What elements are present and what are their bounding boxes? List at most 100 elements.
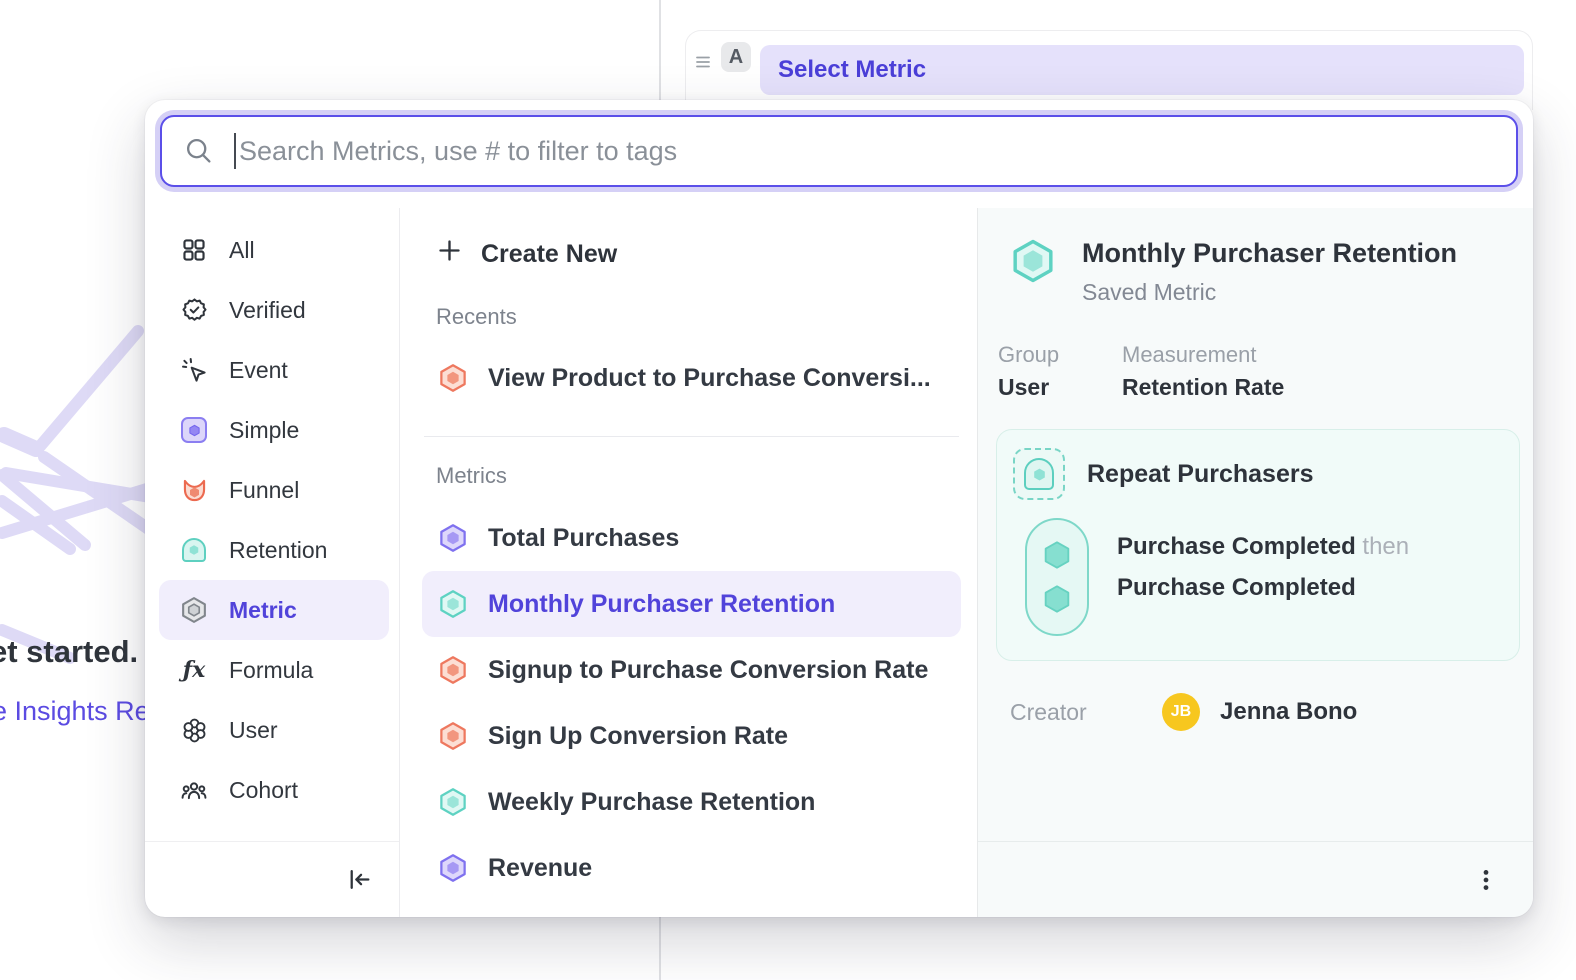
sidebar-item-cohort[interactable]: Cohort — [159, 760, 389, 820]
metric-hexagon-icon — [438, 853, 468, 883]
user-cluster-icon — [179, 717, 209, 744]
search-icon — [184, 136, 214, 166]
sidebar-item-retention[interactable]: Retention — [159, 520, 389, 580]
search-input[interactable]: Search Metrics, use # to filter to tags — [160, 115, 1518, 187]
behavior-name: Repeat Purchasers — [1087, 459, 1314, 488]
metrics-header: Metrics — [436, 463, 507, 488]
letter-badge: A — [721, 42, 751, 72]
behavior-step-1: Purchase Completed then — [1117, 533, 1410, 560]
metric-hexagon-icon — [438, 363, 468, 393]
sidebar-item-event[interactable]: Event — [159, 340, 389, 400]
more-options-button[interactable] — [1473, 867, 1499, 893]
step-hexagon-icon — [1044, 585, 1070, 613]
create-new-label: Create New — [481, 239, 618, 268]
sidebar-item-simple[interactable]: Simple — [159, 400, 389, 460]
behavior-steps: Purchase Completed then Purchase Complet… — [1013, 518, 1501, 636]
verified-badge-icon — [179, 297, 209, 324]
filter-sidebar: All Verified — [145, 208, 400, 917]
creator-label: Creator — [1010, 698, 1087, 725]
creator-name: Jenna Bono — [1220, 698, 1358, 725]
sidebar-item-label: Retention — [229, 536, 328, 563]
cursor-click-icon — [179, 357, 209, 384]
sidebar-item-label: Event — [229, 356, 288, 383]
creator-avatar: JB — [1162, 693, 1200, 731]
metric-row-total-purchases[interactable]: Total Purchases — [422, 505, 961, 571]
metric-row-label: Weekly Purchase Retention — [488, 787, 816, 816]
metric-picker-modal: Search Metrics, use # to filter to tags — [145, 100, 1533, 917]
metric-hexagon-icon — [438, 721, 468, 751]
text-cursor — [234, 133, 236, 169]
behavior-icon — [1013, 448, 1065, 500]
select-metric-label: Select Metric — [778, 56, 927, 83]
formula-fx-icon: ƒx — [182, 657, 206, 683]
behavior-steps-pill — [1025, 518, 1089, 636]
metric-row-weekly-purchase-retention[interactable]: Weekly Purchase Retention — [422, 769, 961, 835]
saved-metric-hexagon-icon — [1010, 238, 1056, 284]
metric-row-label: Sign Up Conversion Rate — [488, 721, 789, 750]
sidebar-item-label: Verified — [229, 296, 306, 323]
metric-hexagon-icon — [179, 596, 209, 624]
sidebar-item-label: Metric — [229, 596, 297, 623]
sidebar-item-label: Funnel — [229, 476, 300, 503]
metric-row-monthly-purchaser-retention[interactable]: Monthly Purchaser Retention — [422, 571, 961, 637]
metric-hexagon-icon — [438, 655, 468, 685]
filter-list: All Verified — [145, 208, 399, 820]
detail-footer — [978, 841, 1533, 917]
creator-row: Creator JB Jenna Bono — [996, 693, 1517, 731]
measurement-value: Retention Rate — [1122, 374, 1285, 400]
create-new-button[interactable]: Create New — [422, 234, 961, 274]
detail-subtitle: Saved Metric — [1082, 279, 1217, 305]
background-link-fragment[interactable]: e Insights Re — [0, 696, 150, 726]
select-metric-bar: A Select Metric — [685, 30, 1533, 110]
sidebar-item-formula[interactable]: ƒx Formula — [159, 640, 389, 700]
step-hexagon-icon — [1044, 541, 1070, 569]
recents-header: Recents — [436, 304, 517, 329]
metric-row-label: Revenue — [488, 853, 593, 882]
metric-row-label: Total Purchases — [488, 523, 680, 552]
select-metric-field[interactable]: Select Metric — [760, 45, 1524, 95]
search-placeholder: Search Metrics, use # to filter to tags — [239, 135, 678, 166]
metric-row-sign-up-conversion[interactable]: Sign Up Conversion Rate — [422, 703, 961, 769]
metrics-list: Total Purchases Monthly Purchaser Retent… — [422, 505, 961, 901]
modal-body: All Verified — [145, 208, 1533, 917]
detail-meta: Group Measurement User Retention Rate — [998, 342, 1517, 401]
collapse-sidebar-button[interactable] — [346, 866, 373, 893]
sidebar-item-label: Simple — [229, 416, 300, 443]
sidebar-item-funnel[interactable]: Funnel — [159, 460, 389, 520]
sidebar-item-all[interactable]: All — [159, 220, 389, 280]
retention-arch-icon — [179, 538, 209, 562]
recent-metric-row[interactable]: View Product to Purchase Conversi... — [422, 348, 961, 408]
behavior-card-header: Repeat Purchasers — [1013, 448, 1501, 500]
drag-handle-icon[interactable] — [694, 53, 712, 76]
metric-row-label: View Product to Purchase Conversi... — [488, 363, 931, 392]
group-label: Group — [998, 342, 1060, 367]
sidebar-item-label: All — [229, 236, 255, 263]
detail-header: Monthly Purchaser Retention Saved Metric — [996, 238, 1517, 306]
metric-row-revenue[interactable]: Revenue — [422, 835, 961, 901]
sidebar-item-user[interactable]: User — [159, 700, 389, 760]
grid-icon — [179, 237, 209, 263]
metric-detail-panel: Monthly Purchaser Retention Saved Metric… — [977, 208, 1533, 917]
sidebar-item-label: Cohort — [229, 776, 299, 803]
metric-list-panel: Create New Recents View Product to Purch… — [400, 208, 977, 917]
metric-hexagon-icon — [438, 589, 468, 619]
measurement-label: Measurement — [1122, 342, 1257, 367]
metric-hexagon-icon — [438, 523, 468, 553]
sidebar-item-verified[interactable]: Verified — [159, 280, 389, 340]
behavior-step-2: Purchase Completed — [1117, 574, 1356, 601]
funnel-icon — [179, 477, 209, 504]
metric-row-label: Signup to Purchase Conversion Rate — [488, 655, 929, 684]
background-heading-fragment: et started. — [0, 634, 139, 669]
metric-row-signup-to-purchase[interactable]: Signup to Purchase Conversion Rate — [422, 637, 961, 703]
sidebar-footer — [145, 841, 399, 917]
background-chart-illustration — [0, 325, 156, 664]
plus-icon — [436, 237, 463, 271]
search-area: Search Metrics, use # to filter to tags — [145, 100, 1533, 187]
metric-hexagon-icon — [438, 787, 468, 817]
sidebar-item-metric[interactable]: Metric — [159, 580, 389, 640]
sidebar-item-label: Formula — [229, 656, 314, 683]
detail-title: Monthly Purchaser Retention — [1082, 238, 1458, 268]
metric-row-label: Monthly Purchaser Retention — [488, 589, 836, 618]
behavior-connector: then — [1362, 533, 1410, 560]
